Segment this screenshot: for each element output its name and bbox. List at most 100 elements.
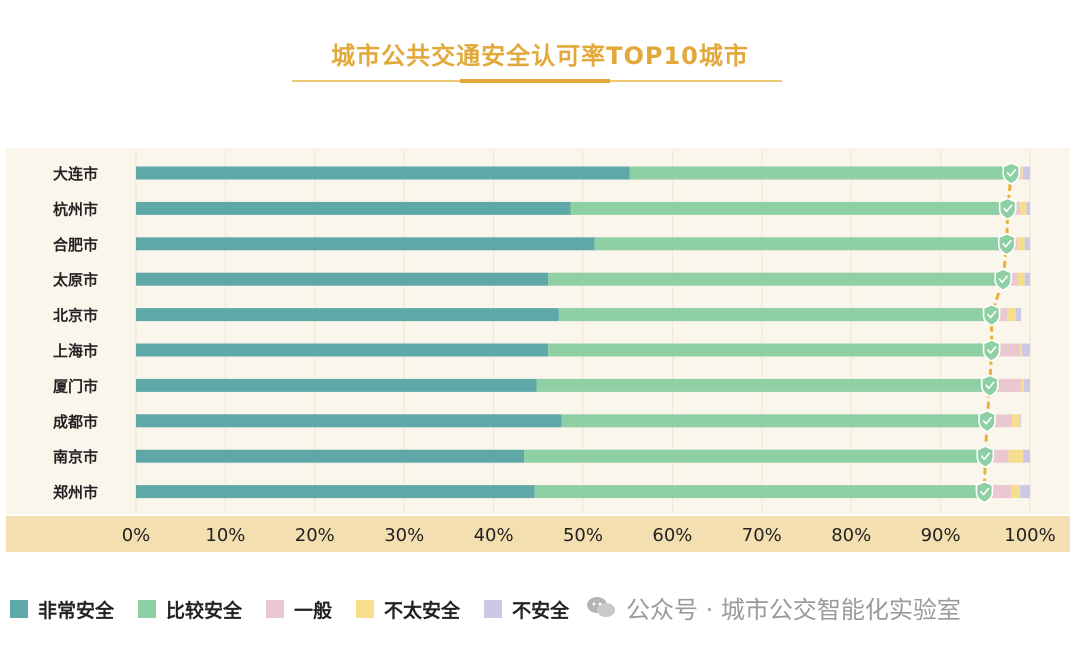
legend-label: 非常安全 <box>38 599 115 622</box>
bar-segment <box>1012 414 1021 428</box>
y-axis-label: 郑州市 <box>53 484 98 502</box>
bar-segment <box>1020 201 1027 215</box>
y-axis-label: 上海市 <box>53 342 98 360</box>
legend-item: 不安全 <box>484 596 569 623</box>
watermark-text: 公众号 · 城市公交智能化实验室 <box>626 595 961 624</box>
x-tick-label: 60% <box>652 525 692 546</box>
x-tick-label: 70% <box>742 525 782 546</box>
bar-segment <box>1020 414 1022 428</box>
shield-icon <box>1002 162 1021 185</box>
title-underline-accent <box>460 79 610 83</box>
bar-segment <box>136 272 549 286</box>
legend-label: 不太安全 <box>384 599 461 622</box>
bar-segment <box>136 166 630 180</box>
y-axis-label: 太原市 <box>53 271 98 289</box>
shield-icon <box>994 268 1012 292</box>
legend-label: 比较安全 <box>166 599 243 622</box>
watermark: 公众号 · 城市公交智能化实验室 <box>586 590 961 624</box>
bar-row <box>136 378 1030 392</box>
y-axis-label: 南京市 <box>53 448 98 466</box>
shield-icon <box>982 303 1001 327</box>
shield-icon <box>976 445 995 469</box>
bar-segment <box>548 272 1004 286</box>
bar-segment <box>536 378 990 392</box>
x-tick-label: 50% <box>563 525 603 546</box>
x-tick-label: 10% <box>205 525 245 546</box>
shield-icon <box>978 409 996 433</box>
wechat-icon <box>586 595 616 619</box>
legend-item: 不太安全 <box>356 596 460 623</box>
bar-segment <box>136 485 535 499</box>
legend-swatch <box>266 600 285 618</box>
bar-segment <box>534 485 985 499</box>
bar-segment <box>1023 378 1030 392</box>
legend-item: 一般 <box>266 596 332 623</box>
bar-segment <box>1021 343 1030 357</box>
x-tick-label: 40% <box>474 525 514 546</box>
legend-label: 不安全 <box>512 599 570 622</box>
y-axis-label: 北京市 <box>53 307 98 325</box>
bar-row <box>136 272 1030 286</box>
bar-segment <box>1017 272 1025 286</box>
shield-icon <box>980 374 999 398</box>
x-tick-label: 80% <box>831 525 871 546</box>
legend-swatch <box>10 600 28 618</box>
legend-swatch <box>356 600 375 618</box>
x-tick-label: 30% <box>384 525 424 546</box>
trend-line <box>982 172 1013 492</box>
bar-segment <box>1022 166 1030 180</box>
bar-segment <box>570 201 1008 215</box>
bar-segment <box>136 308 559 322</box>
bar-row <box>136 414 1022 428</box>
bar-row <box>136 237 1030 251</box>
x-tick-label: 100% <box>1004 525 1055 546</box>
bar-segment <box>1008 449 1023 463</box>
x-tick-label: 90% <box>921 525 961 546</box>
shield-icon <box>998 197 1017 221</box>
bar-segment <box>1026 201 1030 215</box>
bar-segment <box>1022 449 1030 463</box>
bar-segment <box>1024 237 1030 251</box>
bar-row <box>136 485 1030 499</box>
bar-row <box>136 343 1030 357</box>
bar-segment <box>1020 343 1022 357</box>
y-axis-label: 成都市 <box>53 413 98 431</box>
bar-segment <box>136 449 524 463</box>
bar-segment <box>548 343 992 357</box>
bar-segment <box>1021 378 1024 392</box>
bar-segment <box>594 237 1007 251</box>
legend-swatch <box>484 600 503 618</box>
bars <box>136 166 1030 499</box>
bar-segment <box>1021 166 1023 180</box>
legend: 非常安全 比较安全 一般 不太安全 不安全 <box>10 592 593 626</box>
bar-segment <box>1015 308 1022 322</box>
bar-segment <box>1007 308 1016 322</box>
x-axis-band <box>6 516 1070 552</box>
shield-markers <box>975 162 1021 504</box>
bar-segment <box>1017 237 1025 251</box>
legend-item: 非常安全 <box>10 596 114 623</box>
bar-segment <box>136 414 562 428</box>
shield-icon <box>975 480 994 504</box>
chart-title: 城市公共交通安全认可率TOP10城市 <box>331 42 749 70</box>
legend-item: 比较安全 <box>138 596 242 623</box>
bar-segment <box>561 414 988 428</box>
bar-segment <box>136 378 537 392</box>
bar-segment <box>523 449 986 463</box>
bar-row <box>136 308 1022 322</box>
bar-segment <box>558 308 992 322</box>
y-axis-label: 杭州市 <box>53 200 98 218</box>
shield-icon <box>982 339 1001 362</box>
bar-segment <box>1024 272 1030 286</box>
bar-row <box>136 166 1030 180</box>
x-tick-label: 0% <box>122 525 151 546</box>
bar-segment <box>136 201 571 215</box>
y-axis-label: 厦门市 <box>53 377 98 395</box>
bar-row <box>136 201 1030 215</box>
x-axis-ticks: 0% 10% 20% 30% 40% 50% 60% 70% 80% 90% 100% <box>122 525 1056 546</box>
bar-segment <box>629 166 1012 180</box>
bar-segment <box>1011 485 1021 499</box>
bar-segment <box>1020 485 1030 499</box>
